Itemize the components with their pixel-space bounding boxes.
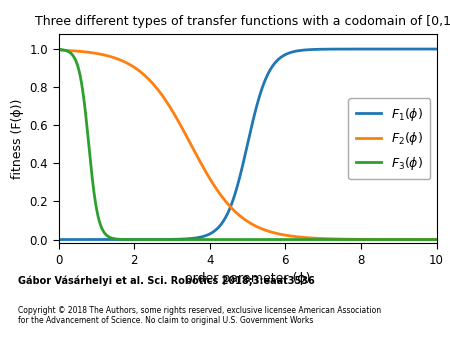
$F_1(\phi)$ [423, 47, 428, 51]
$F_1(\phi)$ [230, 200, 235, 204]
Text: Copyright © 2018 The Authors, some rights reserved, exclusive licensee American : Copyright © 2018 The Authors, some right… [18, 306, 381, 325]
$F_3(\phi)$ [423, 238, 428, 242]
$F_2(\phi)$ [423, 238, 428, 242]
$F_2(\phi)$ [239, 216, 245, 220]
$F_3(\phi)$ [423, 238, 428, 242]
$F_3(\phi)$ [434, 238, 439, 242]
$F_2(\phi)$ [56, 48, 61, 52]
Line: $F_3(\phi)$: $F_3(\phi)$ [58, 49, 436, 240]
X-axis label: order parameter (ϕ): order parameter (ϕ) [185, 272, 310, 285]
Text: Gábor Vásárhelyi et al. Sci. Robotics 2018;3:eaat3536: Gábor Vásárhelyi et al. Sci. Robotics 20… [18, 275, 315, 286]
Line: $F_2(\phi)$: $F_2(\phi)$ [58, 50, 436, 240]
$F_2(\phi)$ [75, 49, 81, 53]
$F_1(\phi)$ [75, 238, 81, 242]
$F_1(\phi)$ [434, 47, 439, 51]
Y-axis label: fitness (F(ϕ)): fitness (F(ϕ)) [11, 98, 24, 179]
$F_1(\phi)$ [423, 47, 428, 51]
$F_3(\phi)$ [353, 238, 359, 242]
$F_2(\phi)$ [434, 238, 439, 242]
$F_2(\phi)$ [423, 238, 428, 242]
$F_3(\phi)$ [230, 238, 235, 242]
$F_3(\phi)$ [56, 47, 61, 51]
$F_2(\phi)$ [353, 237, 359, 241]
$F_1(\phi)$ [353, 47, 359, 51]
$F_3(\phi)$ [75, 64, 81, 68]
$F_1(\phi)$ [239, 165, 245, 169]
Title: Three different types of transfer functions with a codomain of [0,1].: Three different types of transfer functi… [35, 16, 450, 28]
Line: $F_1(\phi)$: $F_1(\phi)$ [58, 49, 436, 240]
$F_1(\phi)$ [56, 238, 61, 242]
$F_2(\phi)$ [230, 207, 235, 211]
Legend: $F_1(\phi)$, $F_2(\phi)$, $F_3(\phi)$: $F_1(\phi)$, $F_2(\phi)$, $F_3(\phi)$ [348, 98, 430, 179]
$F_3(\phi)$ [239, 238, 245, 242]
